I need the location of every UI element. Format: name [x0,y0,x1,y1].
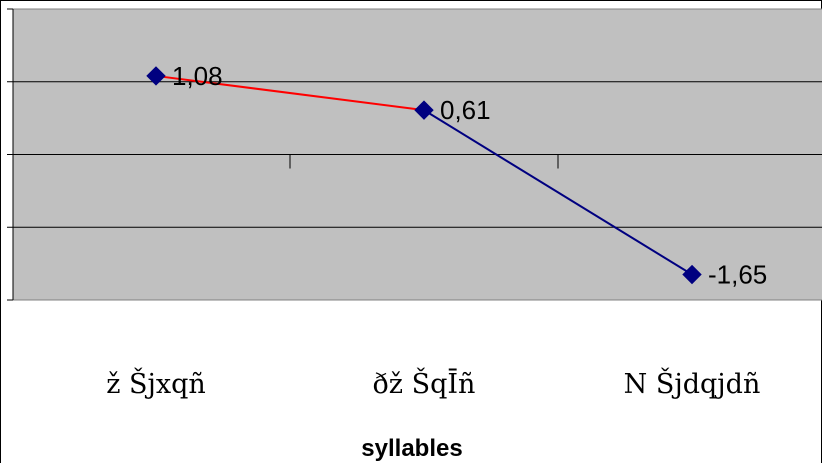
data-label: 1,08 [172,61,223,91]
category-labels: ž Šjxqñ ðž ŠqĪñ N Šjdqjdñ [106,366,760,400]
data-labels: 1,08 0,61 -1,65 [172,61,767,290]
data-point-marker [414,100,434,120]
x-category-label: N Šjdqjdñ [624,366,761,400]
x-category-label: ž Šjxqñ [106,366,206,400]
grid-lines [13,81,822,228]
series-segment [155,74,425,112]
x-category-label: ðž ŠqĪñ [373,366,476,400]
series-segment [423,109,693,276]
axes [7,8,559,301]
series-lines [155,74,693,276]
data-point-marker [682,264,702,285]
data-label: -1,65 [708,260,767,290]
data-label: 0,61 [440,95,491,125]
x-axis-title: syllables [361,435,462,462]
data-markers [146,66,702,285]
data-point-marker [146,66,166,86]
